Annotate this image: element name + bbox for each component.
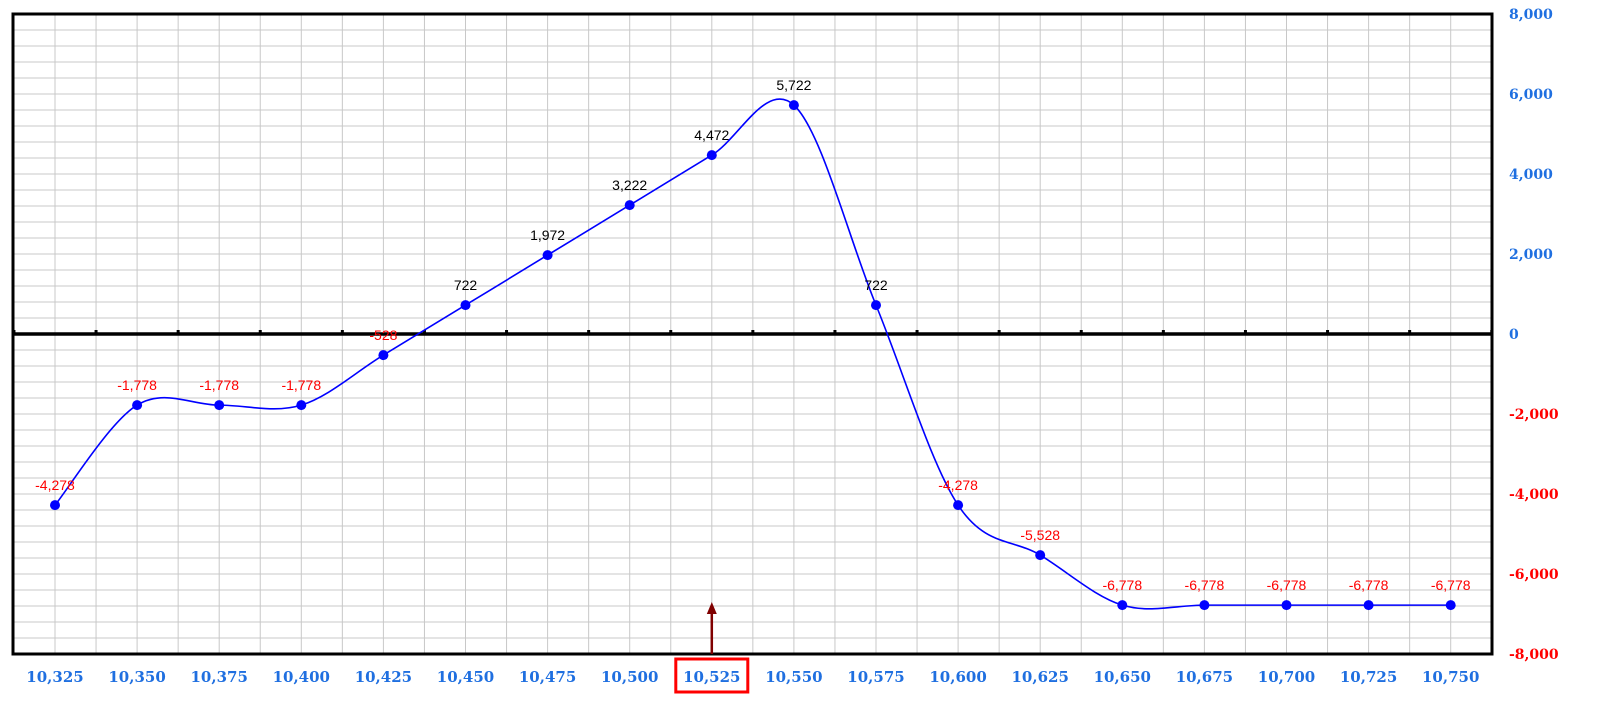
x-tick-label: 10,425 — [355, 668, 412, 686]
data-point — [1117, 600, 1128, 611]
data-label: -1,778 — [281, 377, 321, 393]
x-tick-label: 10,650 — [1094, 668, 1151, 686]
x-tick-label: 10,475 — [519, 668, 576, 686]
x-tick-label: 10,725 — [1340, 668, 1397, 686]
x-tick-label: 10,375 — [190, 668, 247, 686]
y-axis-ticks: 8,000 6,000 4,000 2,000 0 -2,000 -4,000 -6,000 -… — [1509, 7, 1559, 663]
selected-strike-box — [674, 657, 750, 694]
data-point — [1281, 600, 1292, 611]
data-point — [132, 400, 143, 411]
y-tick-label: 6,000 — [1509, 87, 1553, 103]
data-label: -4,278 — [938, 477, 978, 493]
data-label: -5,528 — [1020, 527, 1060, 543]
data-label: 3,222 — [612, 177, 647, 193]
x-axis-ticks: 10,325 10,350 10,375 10,400 10,425 10,450 10,4… — [26, 668, 1479, 686]
x-tick-label: 10,575 — [847, 668, 904, 686]
current-price-arrow-head — [706, 602, 717, 614]
x-tick-label: 10,700 — [1258, 668, 1315, 686]
x-tick-label: 10,350 — [108, 668, 165, 686]
data-point — [542, 250, 553, 261]
x-tick-label: 10,450 — [437, 668, 494, 686]
data-label: -1,778 — [199, 377, 239, 393]
x-tick-label-selected: 10,525 — [683, 668, 740, 686]
data-point — [50, 500, 60, 511]
data-label: 5,722 — [776, 77, 811, 93]
data-label: 722 — [864, 277, 888, 293]
data-label: 4,472 — [694, 127, 729, 143]
data-point — [871, 300, 881, 311]
data-point — [953, 500, 964, 511]
data-label: 1,972 — [530, 227, 565, 243]
data-labels: -4,278 -1,778 -1,778 -1,778 -528 722 1,972 3,22… — [35, 77, 1471, 593]
data-point — [624, 200, 635, 211]
data-point — [460, 300, 471, 311]
y-tick-label: -4,000 — [1509, 487, 1559, 503]
x-tick-label: 10,325 — [26, 668, 83, 686]
data-point — [1035, 550, 1046, 561]
x-tick-label: 10,600 — [929, 668, 986, 686]
y-tick-label: 0 — [1509, 327, 1519, 343]
y-tick-label: -2,000 — [1509, 407, 1559, 423]
x-tick-label: 10,550 — [765, 668, 822, 686]
data-points — [50, 100, 1456, 611]
x-tick-label: 10,675 — [1176, 668, 1233, 686]
data-label: -528 — [369, 327, 397, 343]
data-label: -6,778 — [1431, 577, 1471, 593]
data-label: -6,778 — [1185, 577, 1225, 593]
data-point — [214, 400, 225, 411]
x-tick-label: 10,400 — [273, 668, 330, 686]
data-point — [1363, 600, 1374, 611]
data-point — [296, 400, 307, 411]
y-tick-label: -6,000 — [1509, 567, 1559, 583]
data-point — [706, 150, 717, 161]
data-label: -6,778 — [1349, 577, 1389, 593]
data-label: 722 — [454, 277, 478, 293]
x-tick-label: 10,750 — [1422, 668, 1479, 686]
highlight-marker — [674, 602, 750, 694]
data-label: -6,778 — [1267, 577, 1307, 593]
y-tick-label: 8,000 — [1509, 7, 1553, 23]
data-point — [378, 350, 389, 361]
y-tick-label: 2,000 — [1509, 247, 1553, 263]
y-tick-label: -8,000 — [1509, 647, 1559, 663]
data-point — [1445, 600, 1456, 611]
data-label: -4,278 — [35, 477, 75, 493]
data-label: -6,778 — [1102, 577, 1142, 593]
x-tick-label: 10,625 — [1011, 668, 1068, 686]
y-tick-label: 4,000 — [1509, 167, 1553, 183]
data-point — [788, 100, 799, 111]
data-point — [1199, 600, 1210, 611]
x-tick-label: 10,500 — [601, 668, 658, 686]
data-label: -1,778 — [117, 377, 157, 393]
zero-axis — [12, 330, 1494, 336]
